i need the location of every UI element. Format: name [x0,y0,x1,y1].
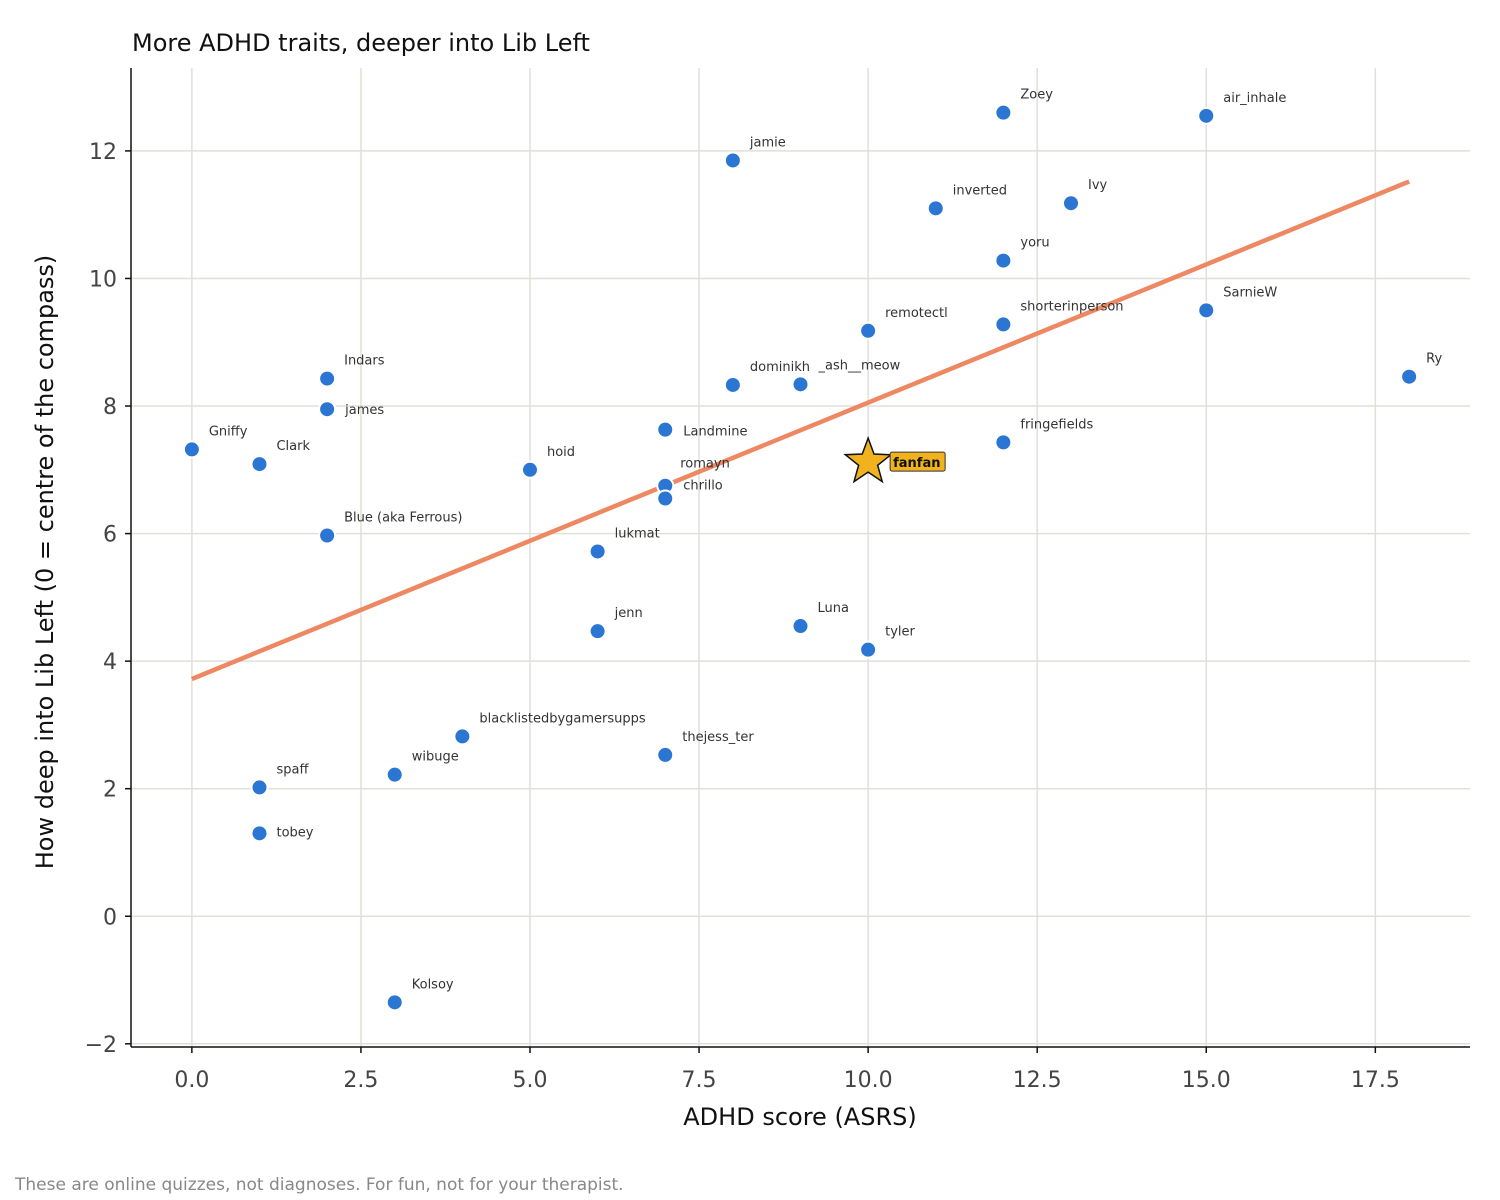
point-label: Ry [1426,352,1442,367]
point-label: hoid [547,445,575,460]
point-label: air_inhale [1223,91,1286,106]
data-point [453,727,472,746]
point-label: remotectl [885,306,948,321]
data-point [723,375,742,394]
point-label: SarnieW [1223,285,1277,300]
data-point [791,375,810,394]
x-tick-label: 15.0 [1182,1068,1231,1093]
data-point [656,420,675,439]
y-tick-label: 2 [103,778,117,803]
data-point [994,433,1013,452]
y-tick-label: 10 [89,267,117,292]
data-point [318,369,337,388]
point-label: romayn [680,457,730,472]
point-label: Luna [818,601,849,616]
data-point [1400,367,1419,386]
highlight-group: fanfan [843,435,946,484]
point-label: Zoey [1020,88,1053,103]
data-point [994,251,1013,270]
x-tick-label: 5.0 [512,1068,547,1093]
footnote: These are online quizzes, not diagnoses.… [14,1175,624,1195]
point-label: wibuge [412,750,459,765]
data-point [926,199,945,218]
highlight-label-box [889,451,946,472]
data-point [859,321,878,340]
data-point [318,400,337,419]
data-points [182,103,1419,1012]
y-tick-label: 0 [103,905,117,930]
data-point [1197,106,1216,125]
data-point [385,993,404,1012]
point-label: blacklistedbygamersupps [479,711,646,726]
highlight-label: fanfan [893,456,940,471]
data-point [250,455,269,474]
y-tick-label: 12 [89,140,117,165]
data-point [859,640,878,659]
trend-line [191,179,1410,682]
point-label: inverted [953,183,1007,198]
x-tick-label: 17.5 [1351,1068,1400,1093]
data-point [182,440,201,459]
data-point [723,151,742,170]
y-tick-label: 6 [103,523,117,548]
y-tick-label: 4 [103,650,117,675]
point-label: jenn [614,606,643,621]
point-label: Gniffy [209,424,248,439]
data-point [250,824,269,843]
tick-labels: 0.0 2.5 5.0 7.5 10.0 12.5 15.0 17.5 −2 0 2 4 6 8 10 12 [85,140,1400,1093]
y-axis-label: How deep into Lib Left (0 = centre of th… [31,255,59,870]
data-point [520,460,539,479]
point-label: yoru [1020,236,1049,251]
point-label: _ash__meow [818,358,901,373]
highlight-star [843,435,894,484]
point-label: dominikh [750,360,810,375]
point-label: tyler [885,625,915,640]
point-label: lukmat [615,526,660,541]
point-label: Landmine [683,425,747,440]
point-label: Blue (aka Ferrous) [344,510,462,525]
y-tick-label: 8 [103,395,117,420]
point-label: Indars [344,354,385,369]
point-label: chrillo [683,479,723,494]
point-label: jamie [749,135,786,150]
y-tick-label: −2 [85,1033,117,1058]
data-point [994,315,1013,334]
trend-line-group [191,179,1410,682]
data-point [656,489,675,508]
point-label: fringefields [1020,417,1093,432]
x-tick-label: 10.0 [844,1068,893,1093]
data-point [994,103,1013,122]
data-point [385,765,404,784]
point-label: Ivy [1088,178,1108,193]
x-axis-label: ADHD score (ASRS) [683,1103,916,1131]
x-tick-label: 12.5 [1013,1068,1062,1093]
data-point [1062,194,1081,213]
chart-title: More ADHD traits, deeper into Lib Left [132,29,590,57]
point-label: thejess_ter [682,730,754,745]
data-point [588,622,607,641]
x-tick-label: 0.0 [174,1068,209,1093]
axes [125,68,1470,1053]
point-label: Clark [276,439,310,454]
point-label: james [344,403,384,418]
grid-lines [131,68,1470,1047]
data-point [656,745,675,764]
data-point [1197,301,1216,320]
data-point [588,542,607,561]
point-label: shorterinperson [1020,299,1123,314]
data-point [791,617,810,636]
data-point [250,778,269,797]
point-label: spaff [276,762,309,777]
point-label: tobey [276,825,313,840]
data-point [318,526,337,545]
x-tick-label: 7.5 [682,1068,717,1093]
x-tick-label: 2.5 [343,1068,378,1093]
point-label: Kolsoy [412,977,454,992]
